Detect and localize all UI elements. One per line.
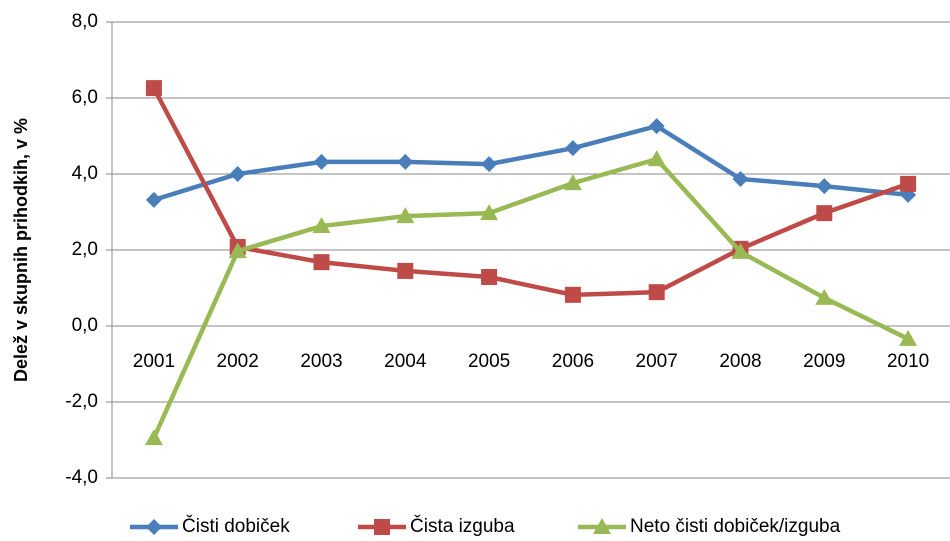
point [732,170,749,187]
point [145,80,162,97]
legend-label: Neto čisti dobiček/izguba [630,516,841,537]
point [480,204,499,221]
series-line [153,123,909,202]
point [731,242,750,259]
point [144,429,163,446]
point [313,153,330,170]
x-tick-label: 2009 [803,351,845,372]
point [900,175,917,192]
x-tick-label: 2005 [468,351,510,372]
point [481,268,498,285]
point [563,174,582,191]
point [815,288,834,305]
point [648,284,665,301]
y-tick-label: 8,0 [72,11,98,32]
point [374,519,390,535]
y-tick-label: 2,0 [72,239,98,260]
point [397,262,414,279]
legend-label: Čisti dobiček [182,515,290,537]
point [229,166,246,182]
point [899,329,918,346]
point [647,150,666,167]
y-axis-title: Delež v skupnih prihodkih, v % [11,118,31,382]
point [228,242,247,259]
point [397,153,414,170]
point [648,118,665,135]
point [816,178,833,195]
legend-label: Čista izguba [410,515,515,537]
series-line [151,156,910,440]
x-tick-label: 2004 [384,351,427,372]
y-tick-label: 0,0 [72,315,98,336]
x-tick-label: 2007 [636,351,678,372]
x-tick-label: 2010 [887,351,929,372]
point [564,286,581,303]
point [481,156,498,173]
point [312,217,331,234]
point [145,191,162,208]
y-tick-label: 4,0 [72,163,98,184]
point [146,519,162,535]
y-tick-label: 6,0 [72,87,98,108]
x-tick-label: 2001 [133,351,175,372]
x-tick-label: 2006 [552,351,594,372]
x-tick-label: 2008 [719,351,761,372]
point [313,254,330,271]
point [816,205,833,222]
y-tick-label: -4,0 [65,467,98,488]
x-tick-label: 2003 [300,351,342,372]
point [564,140,581,157]
series-line [151,87,909,298]
y-tick-label: -2,0 [65,391,98,412]
x-tick-label: 2002 [217,351,259,372]
point [593,518,611,534]
point [396,207,415,224]
